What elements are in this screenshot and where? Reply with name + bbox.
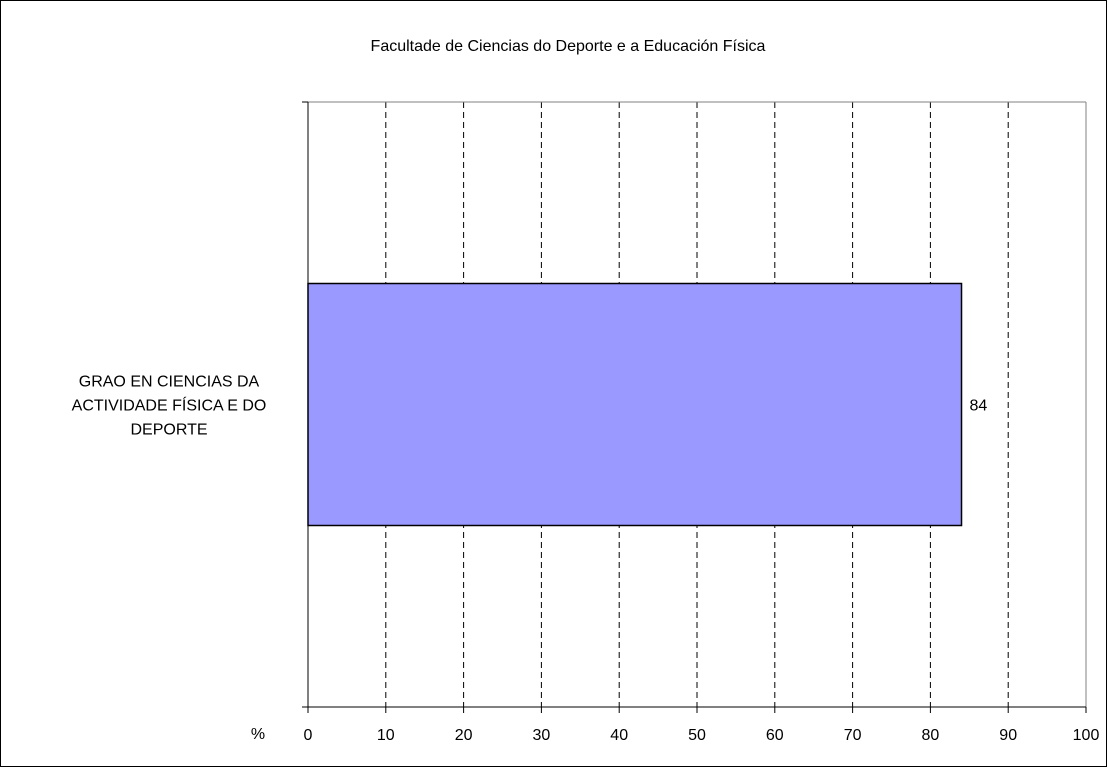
bars bbox=[307, 282, 963, 527]
axes bbox=[302, 101, 1087, 713]
x-tick-label-40: 40 bbox=[610, 727, 628, 744]
x-tick-label-10: 10 bbox=[377, 727, 395, 744]
x-tick-label-0: 0 bbox=[304, 727, 313, 744]
x-tick-label-20: 20 bbox=[455, 727, 473, 744]
category-label-line: ACTIVIDADE FÍSICA E DO bbox=[72, 396, 267, 415]
bar-0 bbox=[307, 282, 963, 527]
x-tick-label-60: 60 bbox=[766, 727, 784, 744]
x-tick-label-80: 80 bbox=[922, 727, 940, 744]
x-tick-label-50: 50 bbox=[688, 727, 706, 744]
x-tick-label-30: 30 bbox=[533, 727, 551, 744]
category-label-line: DEPORTE bbox=[130, 422, 207, 439]
labels: 84 GRAO EN CIENCIAS DA ACTIVIDADE FÍSICA E… bbox=[72, 374, 1100, 745]
x-tick-label-70: 70 bbox=[844, 727, 862, 744]
data-label-0: 84 bbox=[970, 398, 988, 415]
category-label-line: GRAO EN CIENCIAS DA bbox=[79, 374, 260, 391]
x-tick-label-90: 90 bbox=[999, 727, 1017, 744]
chart-title: Facultade de Ciencias do Deporte e a Edu… bbox=[371, 38, 766, 55]
x-tick-label-100: 100 bbox=[1073, 727, 1100, 744]
x-axis-label: % bbox=[251, 726, 265, 743]
